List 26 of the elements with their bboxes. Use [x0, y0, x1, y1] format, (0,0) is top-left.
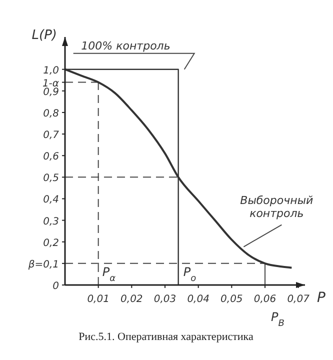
text: Рис.5.1. Оперативная характеристика [78, 331, 254, 343]
x-tick-label: 0,07 [287, 294, 310, 305]
y-tick-label: 0,2 [43, 238, 59, 249]
x-tick-label: 0,02 [120, 294, 143, 305]
y-tick-label: 0,7 [43, 130, 60, 142]
x-tick-label: 0,03 [154, 294, 176, 305]
y-tick-label: 0,9 [43, 86, 59, 98]
y-tick-label: 1,0 [43, 65, 59, 76]
y-axis-title: L(P) [32, 28, 57, 43]
series-label: 100% контроль [81, 39, 170, 52]
ref-line-label: P$_{α}$ [102, 265, 116, 284]
x-tick-label: 0,06 [254, 294, 276, 305]
annotation: P$_{o}$ [183, 265, 197, 284]
x-tick-label: 0,01 [87, 294, 110, 305]
y-tick-label: β=0,1 [27, 259, 59, 270]
x-tick-label: 0,05 [220, 294, 243, 305]
y-tick-label: 0,5 [43, 173, 59, 184]
series-label: Выборочный контроль [240, 194, 314, 220]
y-tick-label: 0,3 [43, 216, 59, 228]
ref-line-label: P$_{В}$ [271, 310, 284, 329]
y-tick-label: 0 [52, 281, 59, 292]
x-tick-label: 0,04 [187, 294, 210, 305]
y-tick-label: 0,8 [43, 108, 59, 120]
x-axis-title: P [317, 290, 326, 306]
y-tick-label: 0,6 [43, 152, 59, 163]
y-tick-label: 0,4 [43, 194, 59, 206]
